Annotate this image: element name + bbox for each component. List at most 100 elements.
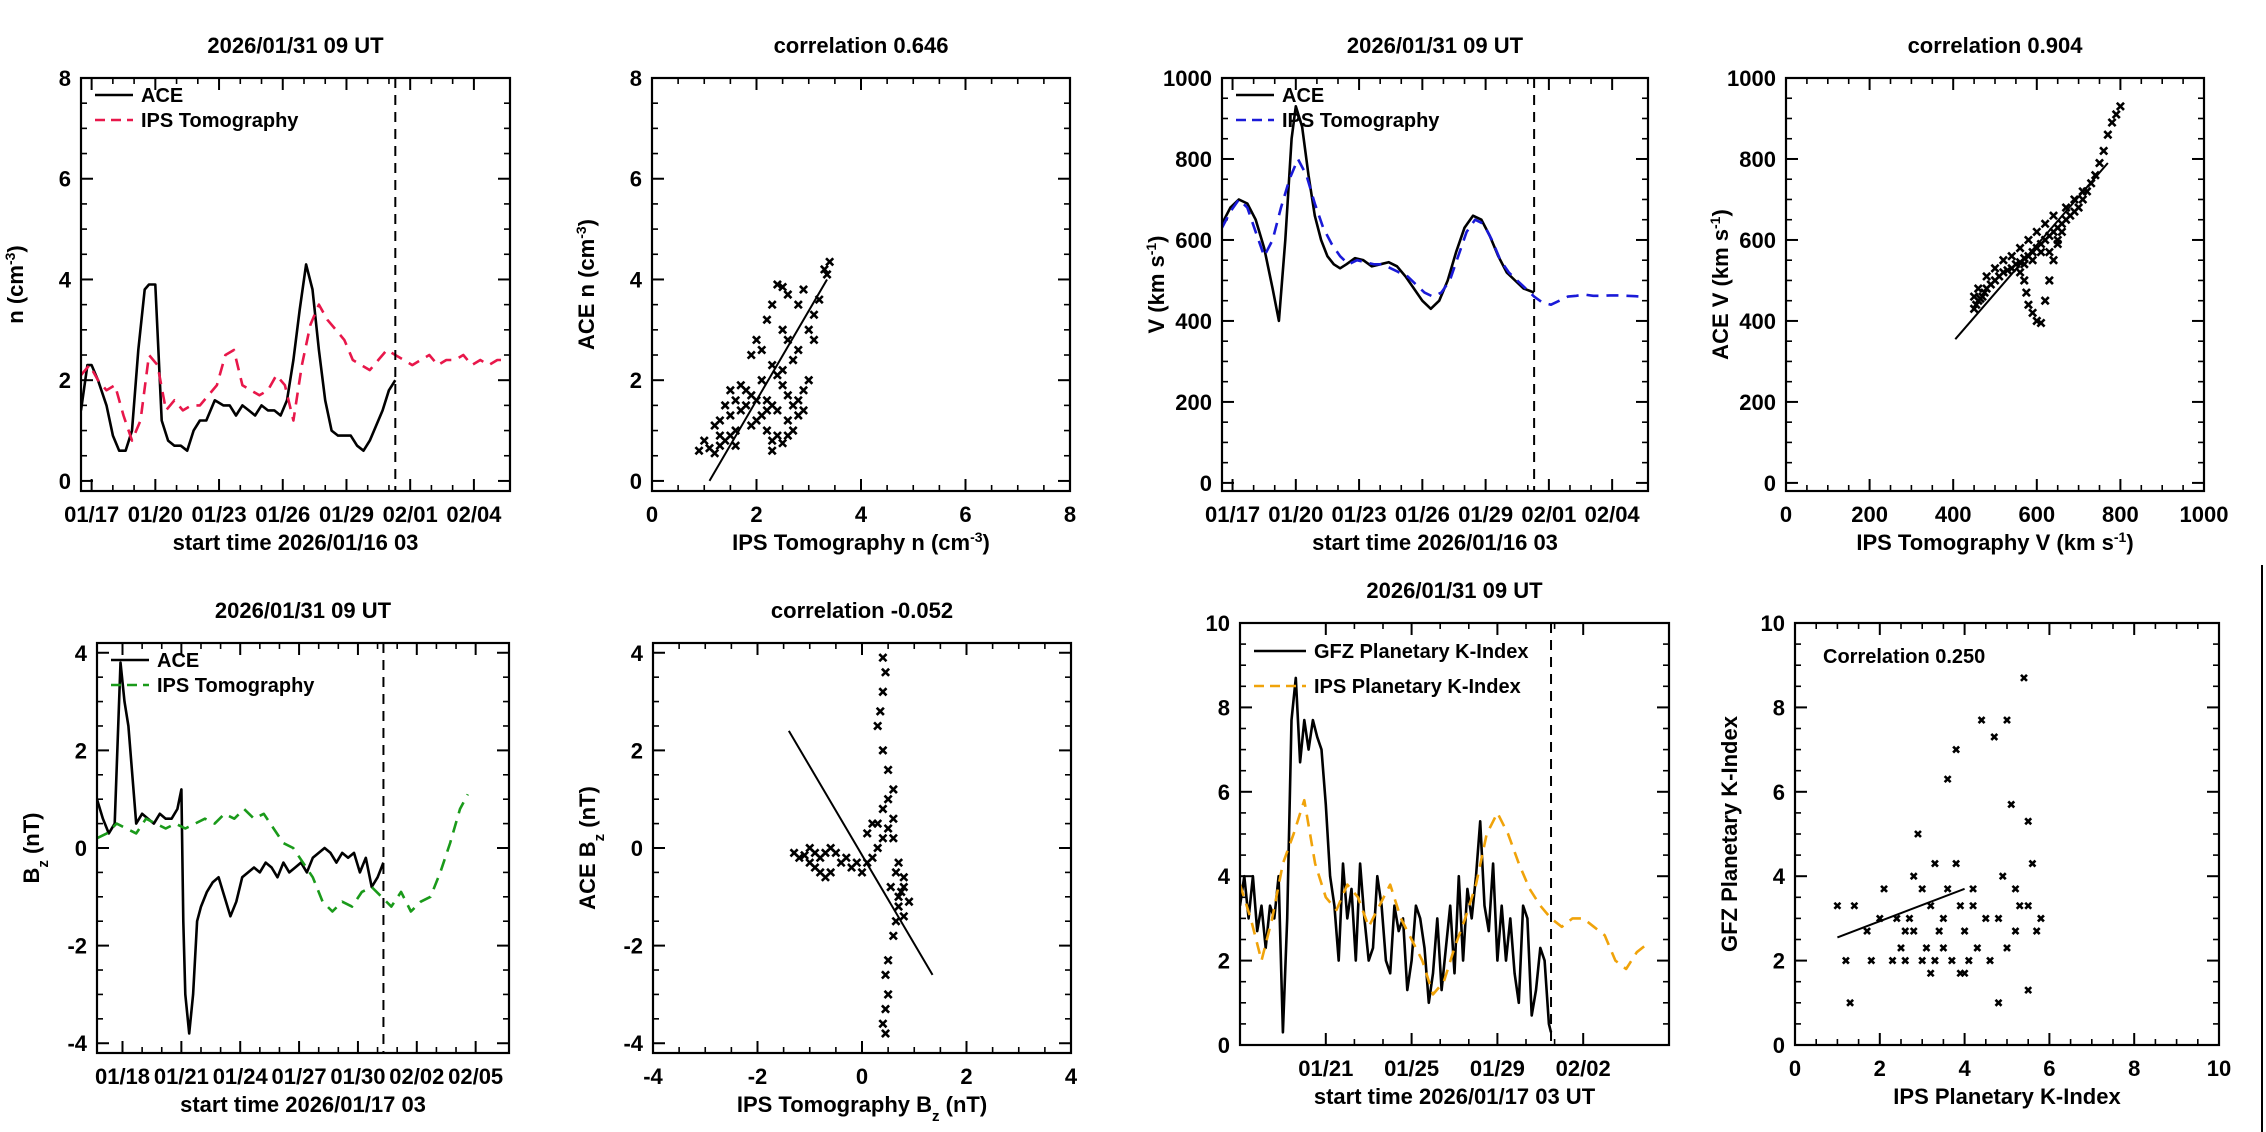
data-point	[746, 421, 756, 431]
data-point	[878, 745, 888, 755]
legend-label: GFZ Planetary K-Index	[1314, 641, 1529, 663]
chart-p8: 0 2 4 6 8 10 0 2 4 6 8 10 IPS Planetary K-Index GFZ P…	[1717, 611, 2231, 1109]
data-point	[2015, 267, 2025, 277]
data-point	[826, 867, 836, 877]
data-point	[883, 955, 893, 965]
x-tick-label: 02/02	[1556, 1056, 1611, 1081]
data-point	[1969, 901, 1977, 910]
x-tick-label: 0	[1789, 1056, 1801, 1081]
x-tick-label: 01/24	[213, 1064, 269, 1089]
data-point	[2115, 101, 2125, 111]
legend: ACE IPS Tomography	[1236, 85, 1440, 132]
data-point	[1952, 859, 1961, 868]
data-point	[1952, 745, 1961, 754]
x-tick-label: 02/04	[446, 502, 502, 527]
y-tick-label: -2	[623, 934, 643, 959]
y-tick-label: 2	[1773, 949, 1785, 974]
chart-title: 2026/01/31 09 UT	[1347, 33, 1524, 58]
data-point	[762, 426, 772, 436]
y-tick-label: 0	[59, 469, 71, 494]
x-tick-label: 10	[2207, 1056, 2231, 1081]
data-point	[783, 335, 793, 345]
data-point	[715, 415, 725, 426]
data-point	[783, 390, 793, 400]
data-point	[767, 446, 777, 456]
plot-area	[1222, 78, 1642, 491]
x-tick-label: 200	[1851, 502, 1888, 527]
data-point	[736, 380, 746, 390]
data-point	[2011, 927, 2020, 935]
data-point	[809, 310, 819, 320]
plot-area	[1833, 673, 2045, 1007]
y-axis-label: V (km s-1)	[1143, 235, 1169, 333]
x-tick-label: 6	[959, 502, 971, 527]
data-point	[2078, 194, 2088, 204]
x-tick-label: 01/20	[128, 502, 183, 527]
x-axis-label: IPS Planetary K-Index	[1893, 1084, 2121, 1109]
data-point	[814, 295, 824, 305]
data-point	[1977, 716, 1986, 724]
data-point	[751, 395, 762, 405]
y-tick-label: -4	[67, 1031, 87, 1056]
data-point	[757, 345, 767, 355]
x-tick-label: 800	[2102, 502, 2139, 527]
data-point	[778, 325, 788, 335]
x-tick-label: 0	[856, 1064, 868, 1089]
y-axis-label: Bz (nT)	[19, 812, 52, 883]
y-tick-label: 800	[1175, 147, 1212, 172]
series-line-observed	[81, 263, 397, 452]
x-tick-label: -4	[643, 1064, 663, 1089]
data-point	[825, 257, 835, 267]
data-point	[783, 415, 793, 426]
x-tick-label: 4	[1065, 1064, 1078, 1089]
chart-title: correlation -0.052	[771, 598, 953, 623]
data-point	[1982, 271, 1992, 281]
data-point	[819, 264, 829, 274]
data-point	[2024, 817, 2033, 826]
data-point	[794, 853, 804, 863]
data-point	[2007, 251, 2017, 261]
series-line-observed	[1222, 105, 1535, 323]
data-point	[836, 858, 846, 868]
data-point	[767, 360, 777, 370]
data-point	[1939, 914, 1948, 923]
x-axis-label: IPS Tomography Bz (nT)	[737, 1092, 987, 1125]
x-tick-label: 02/01	[383, 502, 438, 527]
y-tick-label: 200	[1739, 390, 1776, 415]
y-axis-label: ACE n (cm-3)	[573, 219, 599, 350]
data-point	[1964, 956, 1973, 965]
data-point	[2099, 146, 2109, 156]
data-point	[1990, 263, 2000, 273]
y-tick-label: 8	[1773, 695, 1785, 720]
x-tick-label: 4	[855, 502, 868, 527]
plot-frame	[1220, 76, 1650, 493]
x-tick-label: 01/25	[1384, 1056, 1439, 1081]
data-point	[725, 385, 735, 395]
x-tick-label: 01/30	[330, 1064, 385, 1089]
y-tick-label: 2	[631, 738, 643, 763]
plot-area	[81, 78, 504, 491]
data-point	[2049, 211, 2059, 221]
series-line-model	[97, 793, 469, 913]
data-point	[1875, 914, 1884, 923]
data-point	[783, 290, 793, 300]
data-point	[1973, 284, 1983, 294]
x-axis-label: start time 2026/01/17 03 UT	[1314, 1084, 1596, 1109]
data-point	[767, 300, 777, 310]
y-tick-label: 0	[75, 836, 87, 861]
data-point	[1960, 927, 1969, 935]
data-point	[880, 970, 891, 980]
data-point	[805, 843, 815, 853]
data-point	[799, 405, 809, 415]
data-point	[1994, 998, 2003, 1007]
y-tick-label: 600	[1175, 228, 1212, 253]
data-point	[1943, 775, 1952, 784]
legend-label: ACE	[141, 85, 183, 107]
data-point	[2111, 109, 2121, 119]
data-point	[1969, 292, 1979, 302]
y-tick-label: 4	[1773, 864, 1786, 889]
data-point	[883, 989, 893, 999]
legend-label: IPS Planetary K-Index	[1314, 676, 1521, 698]
y-tick-label: 800	[1739, 147, 1776, 172]
